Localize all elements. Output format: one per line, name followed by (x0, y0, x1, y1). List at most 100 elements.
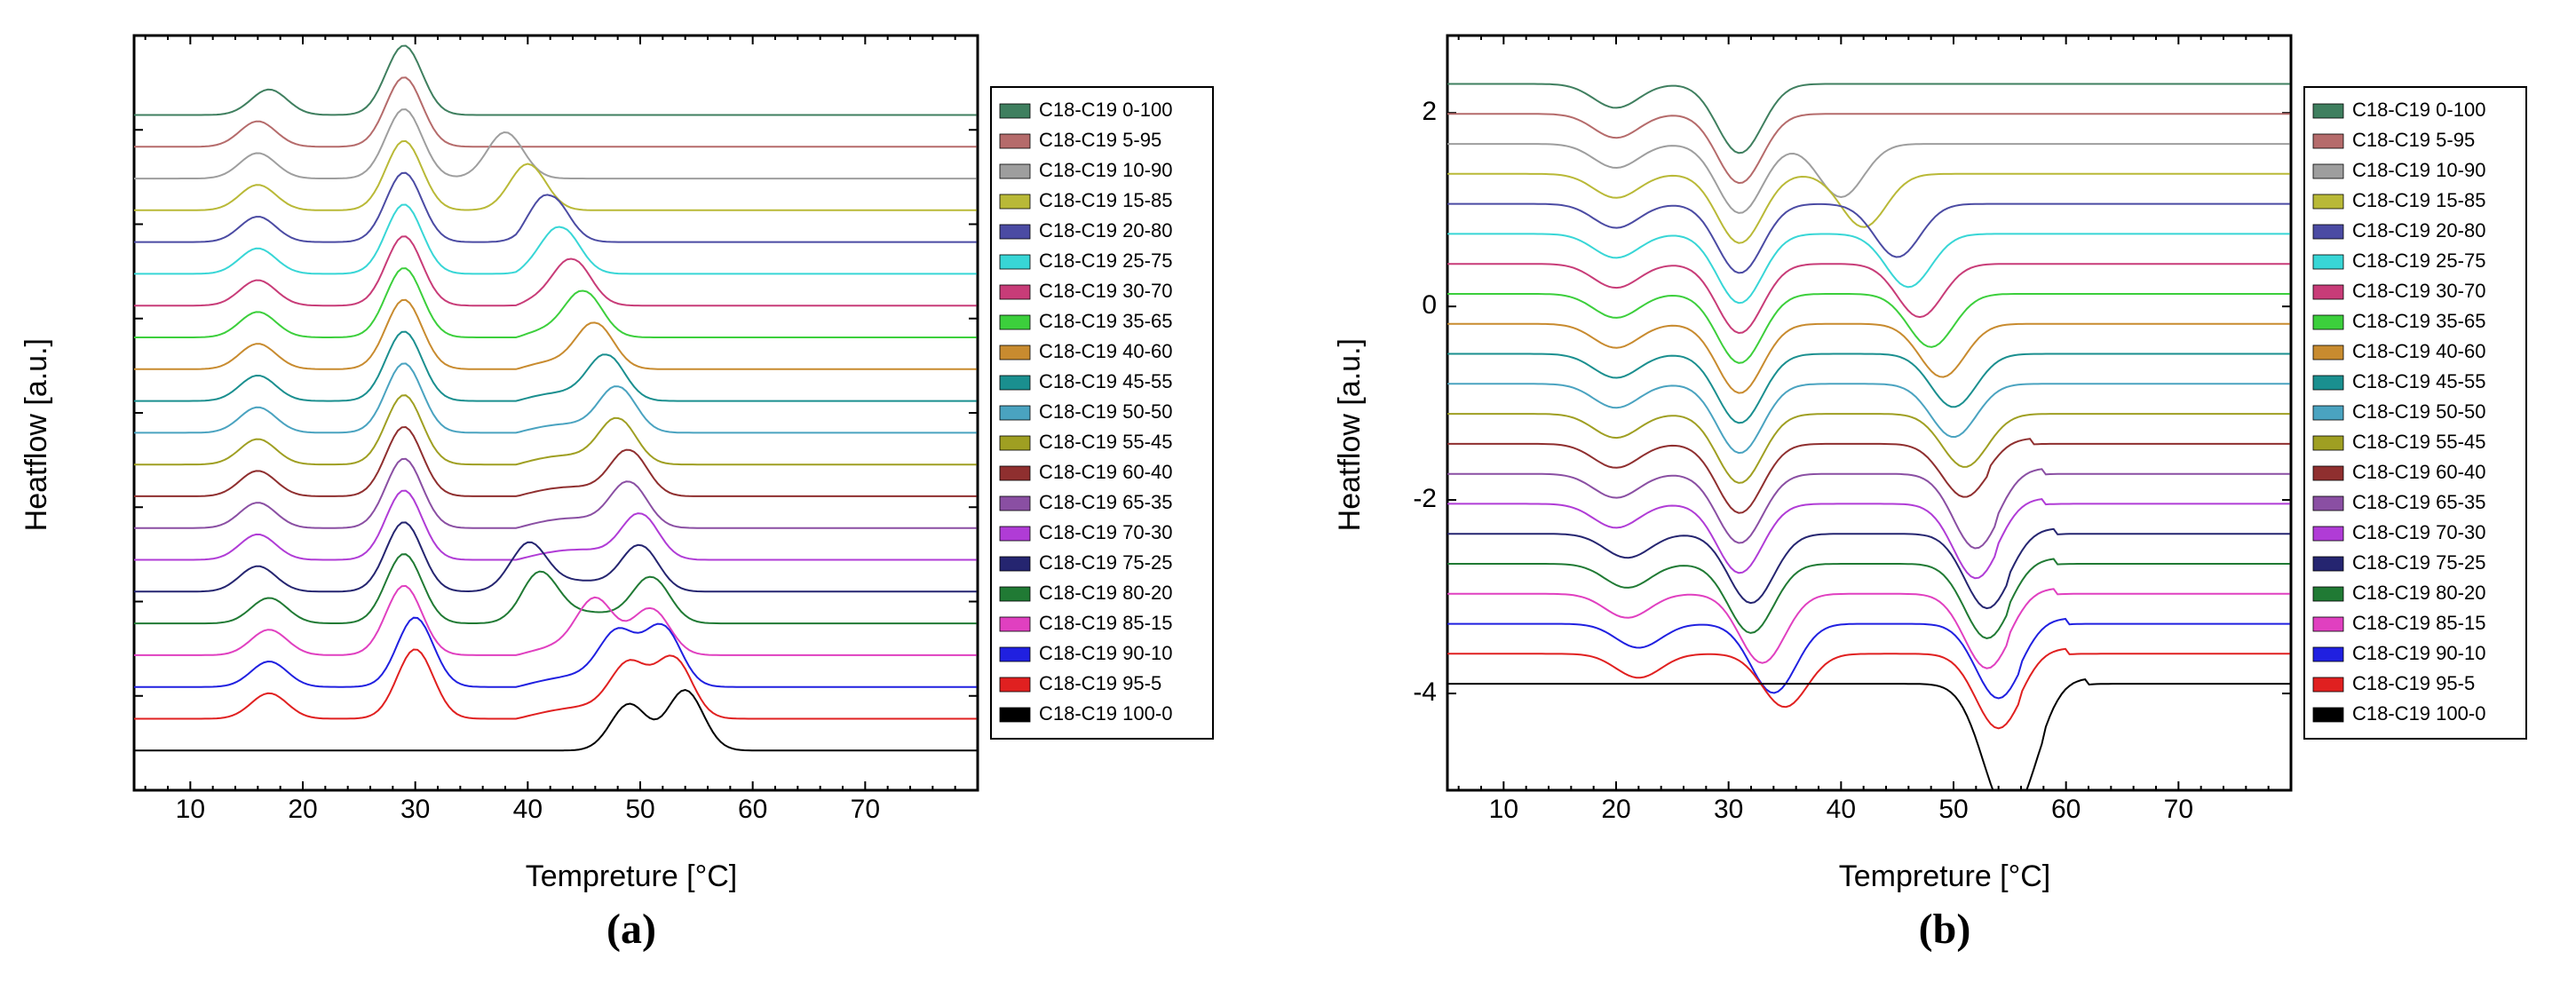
series-line (134, 300, 977, 369)
legend-swatch (1000, 527, 1030, 541)
legend-swatch (1000, 406, 1030, 420)
legend-label: C18-C19 35-65 (2352, 310, 2485, 332)
svg-text:40: 40 (1826, 795, 1855, 824)
legend-label: C18-C19 95-5 (1039, 672, 1161, 694)
series-line (1447, 619, 2290, 699)
series-line (134, 205, 977, 274)
series-line (134, 690, 977, 750)
series-line (134, 522, 977, 591)
svg-text:60: 60 (737, 795, 766, 824)
legend-swatch (2313, 466, 2343, 480)
legend-label: C18-C19 75-25 (2352, 551, 2485, 574)
svg-text:10: 10 (1488, 795, 1518, 824)
legend-swatch (2313, 677, 2343, 692)
legend-swatch (2313, 315, 2343, 329)
legend-swatch (1000, 104, 1030, 118)
panel-b: Heatflow [a.u.] 10203040506070-4-202C18-… (1333, 18, 2557, 954)
ylabel-a: Heatflow [a.u.] (20, 338, 54, 531)
legend-label: C18-C19 40-60 (2352, 340, 2485, 362)
legend-swatch (1000, 496, 1030, 511)
page: Heatflow [a.u.] 10203040506070C18-C19 0-… (0, 0, 2576, 990)
legend-swatch (1000, 164, 1030, 178)
legend-label: C18-C19 80-20 (2352, 582, 2485, 604)
legend-swatch (1000, 677, 1030, 692)
series-line (134, 332, 977, 401)
legend-swatch (1000, 315, 1030, 329)
legend-swatch (1000, 587, 1030, 601)
svg-text:70: 70 (2163, 795, 2192, 824)
svg-text:70: 70 (850, 795, 879, 824)
legend-swatch (2313, 285, 2343, 299)
legend-swatch (1000, 376, 1030, 390)
legend-label: C18-C19 5-95 (1039, 129, 1161, 151)
legend-swatch (1000, 194, 1030, 209)
series-line (134, 363, 977, 432)
legend-swatch (2313, 436, 2343, 450)
legend-swatch (1000, 436, 1030, 450)
legend-label: C18-C19 95-5 (2352, 672, 2475, 694)
series-line (134, 268, 977, 337)
series-line (1447, 499, 2290, 578)
svg-text:20: 20 (1601, 795, 1630, 824)
legend-swatch (2313, 194, 2343, 209)
ylabel-b: Heatflow [a.u.] (1333, 338, 1367, 531)
legend-label: C18-C19 75-25 (1039, 551, 1172, 574)
legend-swatch (2313, 104, 2343, 118)
svg-text:20: 20 (288, 795, 317, 824)
series-line (134, 236, 977, 305)
legend-swatch (1000, 708, 1030, 722)
legend-label: C18-C19 70-30 (1039, 521, 1172, 543)
series-line (1447, 439, 2290, 513)
legend-swatch (1000, 225, 1030, 239)
legend-label: C18-C19 90-10 (2352, 642, 2485, 664)
legend-swatch (1000, 134, 1030, 148)
legend-swatch (2313, 587, 2343, 601)
legend-label: C18-C19 10-90 (2352, 159, 2485, 181)
legend-swatch (2313, 164, 2343, 178)
svg-text:30: 30 (400, 795, 429, 824)
chart-svg-b: 10203040506070-4-202C18-C19 0-100C18-C19… (1376, 18, 2557, 852)
legend-label: C18-C19 85-15 (1039, 612, 1172, 634)
legend-label: C18-C19 40-60 (1039, 340, 1172, 362)
legend-swatch (1000, 345, 1030, 360)
legend-swatch (2313, 647, 2343, 661)
series-line (134, 554, 977, 623)
legend-swatch (2313, 617, 2343, 631)
legend-label: C18-C19 85-15 (2352, 612, 2485, 634)
legend-label: C18-C19 45-55 (1039, 370, 1172, 392)
xlabel-a: Tempreture [°C] (526, 859, 737, 894)
legend-label: C18-C19 30-70 (2352, 280, 2485, 302)
legend-label: C18-C19 55-45 (1039, 431, 1172, 453)
legend-label: C18-C19 55-45 (2352, 431, 2485, 453)
legend-label: C18-C19 70-30 (2352, 521, 2485, 543)
svg-text:30: 30 (1713, 795, 1742, 824)
series-line (134, 491, 977, 560)
legend-swatch (1000, 557, 1030, 571)
legend-label: C18-C19 25-75 (1039, 249, 1172, 272)
legend-swatch (1000, 466, 1030, 480)
series-line (134, 46, 977, 115)
legend-label: C18-C19 20-80 (1039, 219, 1172, 242)
legend-swatch (2313, 496, 2343, 511)
legend-label: C18-C19 100-0 (1039, 702, 1172, 725)
series-line (1447, 559, 2290, 638)
legend-swatch (2313, 345, 2343, 360)
legend-label: C18-C19 60-40 (2352, 461, 2485, 483)
svg-text:-4: -4 (1413, 677, 1437, 707)
series-line (134, 650, 977, 719)
panel-a: Heatflow [a.u.] 10203040506070C18-C19 0-… (20, 18, 1244, 954)
caption-a: (a) (606, 905, 656, 954)
legend-swatch (2313, 557, 2343, 571)
legend-label: C18-C19 35-65 (1039, 310, 1172, 332)
series-line (134, 141, 977, 210)
series-line (134, 618, 977, 687)
legend-swatch (1000, 647, 1030, 661)
legend-label: C18-C19 45-55 (2352, 370, 2485, 392)
caption-b: (b) (1919, 905, 1971, 954)
svg-text:40: 40 (512, 795, 542, 824)
legend-swatch (2313, 255, 2343, 269)
legend-swatch (2313, 527, 2343, 541)
legend-swatch (2313, 406, 2343, 420)
legend-label: C18-C19 5-95 (2352, 129, 2475, 151)
legend-label: C18-C19 10-90 (1039, 159, 1172, 181)
